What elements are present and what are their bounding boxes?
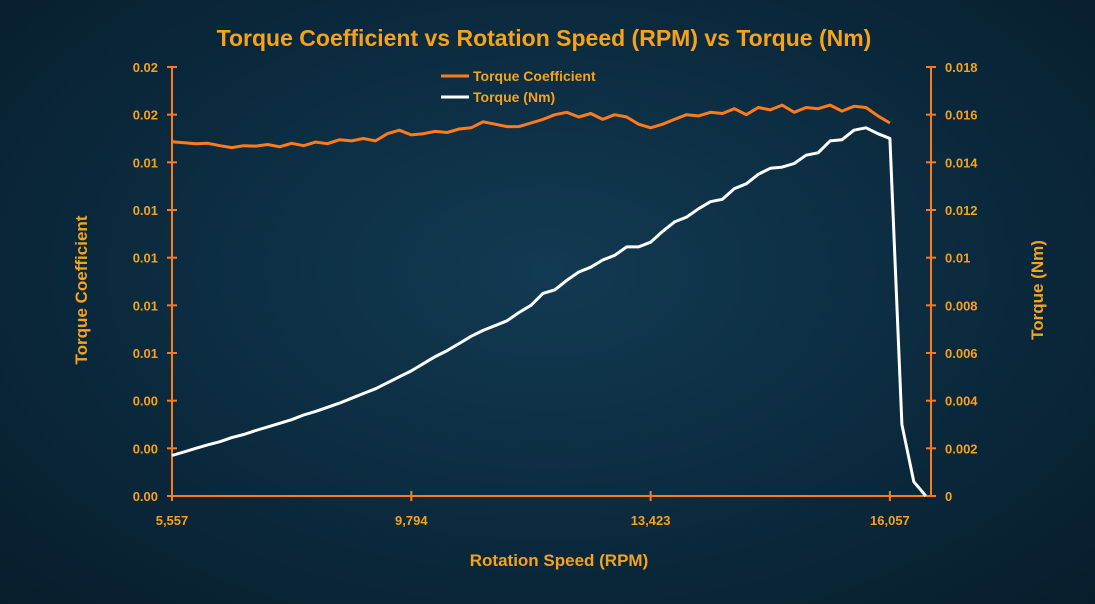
- y2-tick-label: 0.002: [945, 441, 978, 456]
- y-tick-label: 0.01: [133, 251, 158, 266]
- legend-label-torque-coefficient: Torque Coefficient: [473, 68, 596, 84]
- y-axis-title: Torque Coefficient: [72, 215, 91, 364]
- y2-tick-label: 0: [945, 489, 952, 504]
- y-tick-label: 0.00: [133, 441, 158, 456]
- legend-label-torque: Torque (Nm): [473, 89, 555, 105]
- legend: Torque Coefficient Torque (Nm): [441, 68, 596, 105]
- y2-tick-label: 0.01: [945, 251, 970, 266]
- y-tick-label: 0.00: [133, 394, 158, 409]
- y2-tick-label: 0.016: [945, 108, 978, 123]
- y-tick-label: 0.02: [133, 60, 158, 75]
- y-tick-label: 0.01: [133, 203, 158, 218]
- y2-axis-title: Torque (Nm): [1028, 240, 1047, 340]
- y2-tick-label: 0.012: [945, 203, 978, 218]
- series-line-torque-coefficient: [171, 103, 891, 150]
- y-tick-label: 0.01: [133, 346, 158, 361]
- y-tick-label: 0.01: [133, 155, 158, 170]
- x-tick-label: 16,057: [870, 513, 910, 528]
- series-line-torque: [171, 126, 927, 497]
- y-tick-label: 0.02: [133, 108, 158, 123]
- chart-title: Torque Coefficient vs Rotation Speed (RP…: [217, 25, 872, 51]
- y-tick-label: 0.01: [133, 298, 158, 313]
- x-tick-label: 5,557: [156, 513, 189, 528]
- y-tick-label: 0.00: [133, 489, 158, 504]
- y2-tick-label: 0.004: [945, 394, 978, 409]
- x-tick-label: 13,423: [631, 513, 671, 528]
- x-axis-title: Rotation Speed (RPM): [470, 551, 649, 570]
- y2-tick-label: 0.006: [945, 346, 978, 361]
- x-tick-label: 9,794: [395, 513, 428, 528]
- y2-tick-label: 0.018: [945, 60, 978, 75]
- y2-tick-label: 0.014: [945, 155, 978, 170]
- y2-tick-label: 0.008: [945, 298, 978, 313]
